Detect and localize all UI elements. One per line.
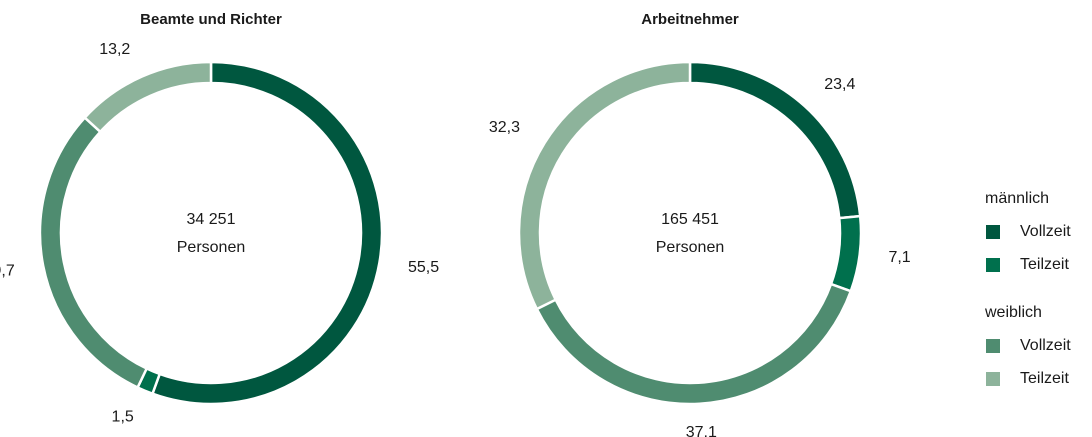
legend-swatch <box>986 225 1000 239</box>
chart-title: Beamte und Richter <box>140 11 282 28</box>
donut-segment <box>150 60 384 406</box>
legend-group-title: männlich <box>985 190 1049 207</box>
data-label: 7,1 <box>888 249 910 266</box>
donut-segment <box>83 60 213 134</box>
legend-label: Vollzeit <box>1020 223 1071 240</box>
legend-swatch <box>986 339 1000 353</box>
legend-label: Teilzeit <box>1020 256 1069 273</box>
data-label: 1,5 <box>112 409 134 426</box>
center-label: Personen <box>656 239 725 256</box>
data-label: 13,2 <box>99 41 130 58</box>
center-label: 165 451 <box>661 211 719 228</box>
legend-swatch <box>986 372 1000 386</box>
legend-swatch <box>986 258 1000 272</box>
center-label: Personen <box>177 239 246 256</box>
data-label: 55,5 <box>408 259 439 276</box>
donut-segment <box>38 115 149 390</box>
donut-segment <box>535 282 853 406</box>
donut-segment <box>517 60 692 311</box>
legend-label: Teilzeit <box>1020 370 1069 387</box>
legend-group-title: weiblich <box>984 304 1042 321</box>
data-label: 32,3 <box>489 119 520 136</box>
legend-label: Vollzeit <box>1020 337 1071 354</box>
data-label: 37,1 <box>686 424 717 437</box>
donut-segment <box>829 214 863 293</box>
data-label: 29,7 <box>0 263 15 280</box>
data-label: 23,4 <box>824 76 855 93</box>
center-label: 34 251 <box>187 211 236 228</box>
chart-title: Arbeitnehmer <box>641 11 739 28</box>
